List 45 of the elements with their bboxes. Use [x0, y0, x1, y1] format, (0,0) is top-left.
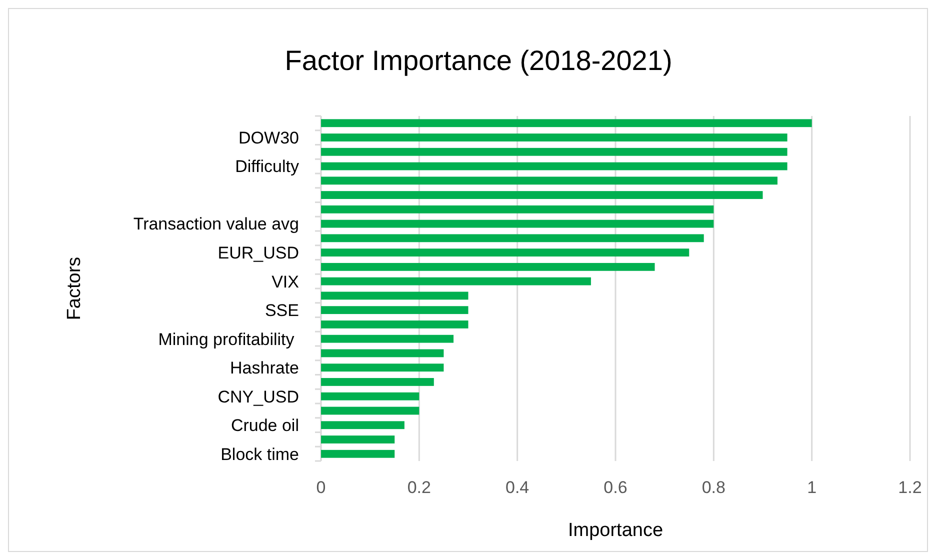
bar [321, 162, 788, 170]
y-tick-label: DOW30 [238, 128, 299, 148]
x-tick-label: 0.4 [506, 478, 530, 497]
x-tick-label: 0.2 [407, 478, 431, 497]
bar [321, 277, 591, 286]
bar [321, 134, 788, 142]
bar [321, 421, 404, 430]
bar [321, 205, 714, 214]
y-tick-label: SSE [264, 301, 299, 320]
bar [321, 248, 690, 257]
bar [321, 450, 395, 458]
chart-title: Factor Importance (2018-2021) [284, 45, 672, 76]
y-tick-label: Difficulty [235, 157, 300, 176]
bar [321, 320, 468, 328]
x-axis-title: Importance [568, 520, 664, 541]
y-tick-label: Mining profitability [158, 330, 299, 349]
bar [321, 262, 655, 271]
bar [321, 176, 778, 185]
bar [321, 436, 395, 444]
bar [321, 306, 468, 314]
y-tick-label: Crude oil [230, 416, 299, 436]
y-tick-label: Transaction value avg [133, 214, 299, 234]
bar [321, 406, 420, 415]
bar [321, 191, 763, 199]
bar [321, 364, 444, 372]
x-tick-label: 0 [316, 478, 326, 497]
y-tick-label: VIX [272, 272, 299, 292]
bar [321, 378, 434, 386]
bar [321, 234, 704, 242]
y-axis-title: Factors [64, 256, 85, 320]
bar [321, 148, 788, 156]
x-tick-label: 0.8 [702, 478, 726, 497]
bar [321, 119, 812, 128]
bar [321, 292, 468, 300]
y-tick-label: CNY_USD [218, 387, 299, 406]
x-tick-label: 1.2 [898, 478, 922, 497]
bar [321, 334, 454, 343]
bar [321, 220, 714, 228]
bar [321, 392, 420, 400]
y-tick-label: Block time [220, 444, 299, 464]
bar [321, 349, 444, 358]
y-tick-label: EUR_USD [218, 244, 299, 262]
y-tick-label: Hashrate [230, 358, 299, 378]
x-tick-label: 1 [807, 478, 817, 497]
x-tick-label: 0.6 [604, 478, 628, 497]
